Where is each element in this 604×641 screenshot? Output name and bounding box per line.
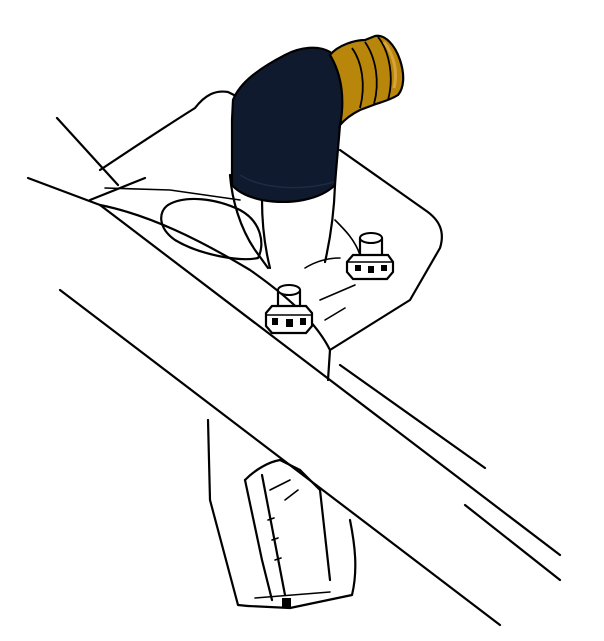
frame-rail [26, 116, 562, 627]
lower-bracket [206, 418, 357, 610]
mounting-bolt-right [345, 232, 395, 281]
mounting-bolt-left [264, 284, 314, 335]
connector-boot [328, 34, 405, 129]
sensor-elbow [230, 46, 345, 270]
mounting-bracket [98, 90, 443, 382]
